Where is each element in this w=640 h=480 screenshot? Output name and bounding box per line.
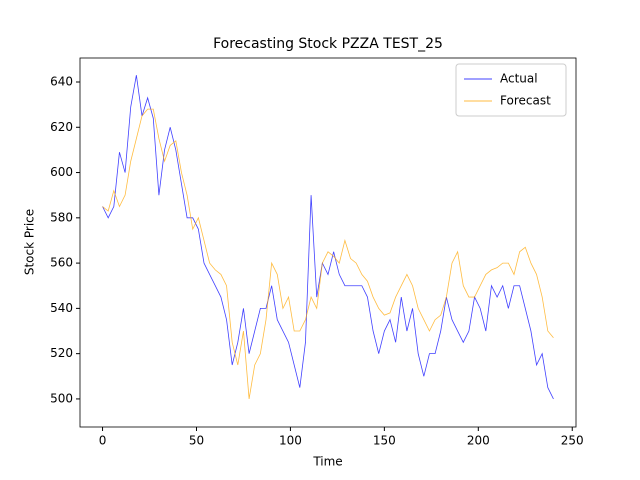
y-tick-label: 640 — [50, 74, 73, 88]
x-tick-label: 200 — [467, 434, 490, 448]
x-tick-label: 150 — [373, 434, 396, 448]
legend-box — [455, 63, 567, 117]
y-axis-label: Stock Price — [23, 209, 37, 275]
x-tick-label: 250 — [561, 434, 584, 448]
y-tick-label: 580 — [50, 210, 73, 224]
y-tick-label: 600 — [50, 165, 73, 179]
x-axis-label: Time — [312, 455, 342, 469]
plot-frame — [79, 57, 577, 428]
y-tick-label: 560 — [50, 256, 73, 270]
chart-title: Forecasting Stock PZZA TEST_25 — [213, 36, 443, 52]
x-tick-label: 50 — [189, 434, 204, 448]
line-series — [102, 75, 554, 400]
legend-label: Forecast — [500, 94, 551, 108]
x-tick-label: 0 — [99, 434, 107, 448]
y-tick-label: 520 — [50, 346, 73, 360]
x-tick-label: 100 — [279, 434, 302, 448]
legend-label: Actual — [500, 72, 538, 86]
y-tick-label: 540 — [50, 301, 73, 315]
y-tick-label: 500 — [50, 391, 73, 405]
line-series — [102, 108, 554, 399]
y-tick-label: 620 — [50, 120, 73, 134]
